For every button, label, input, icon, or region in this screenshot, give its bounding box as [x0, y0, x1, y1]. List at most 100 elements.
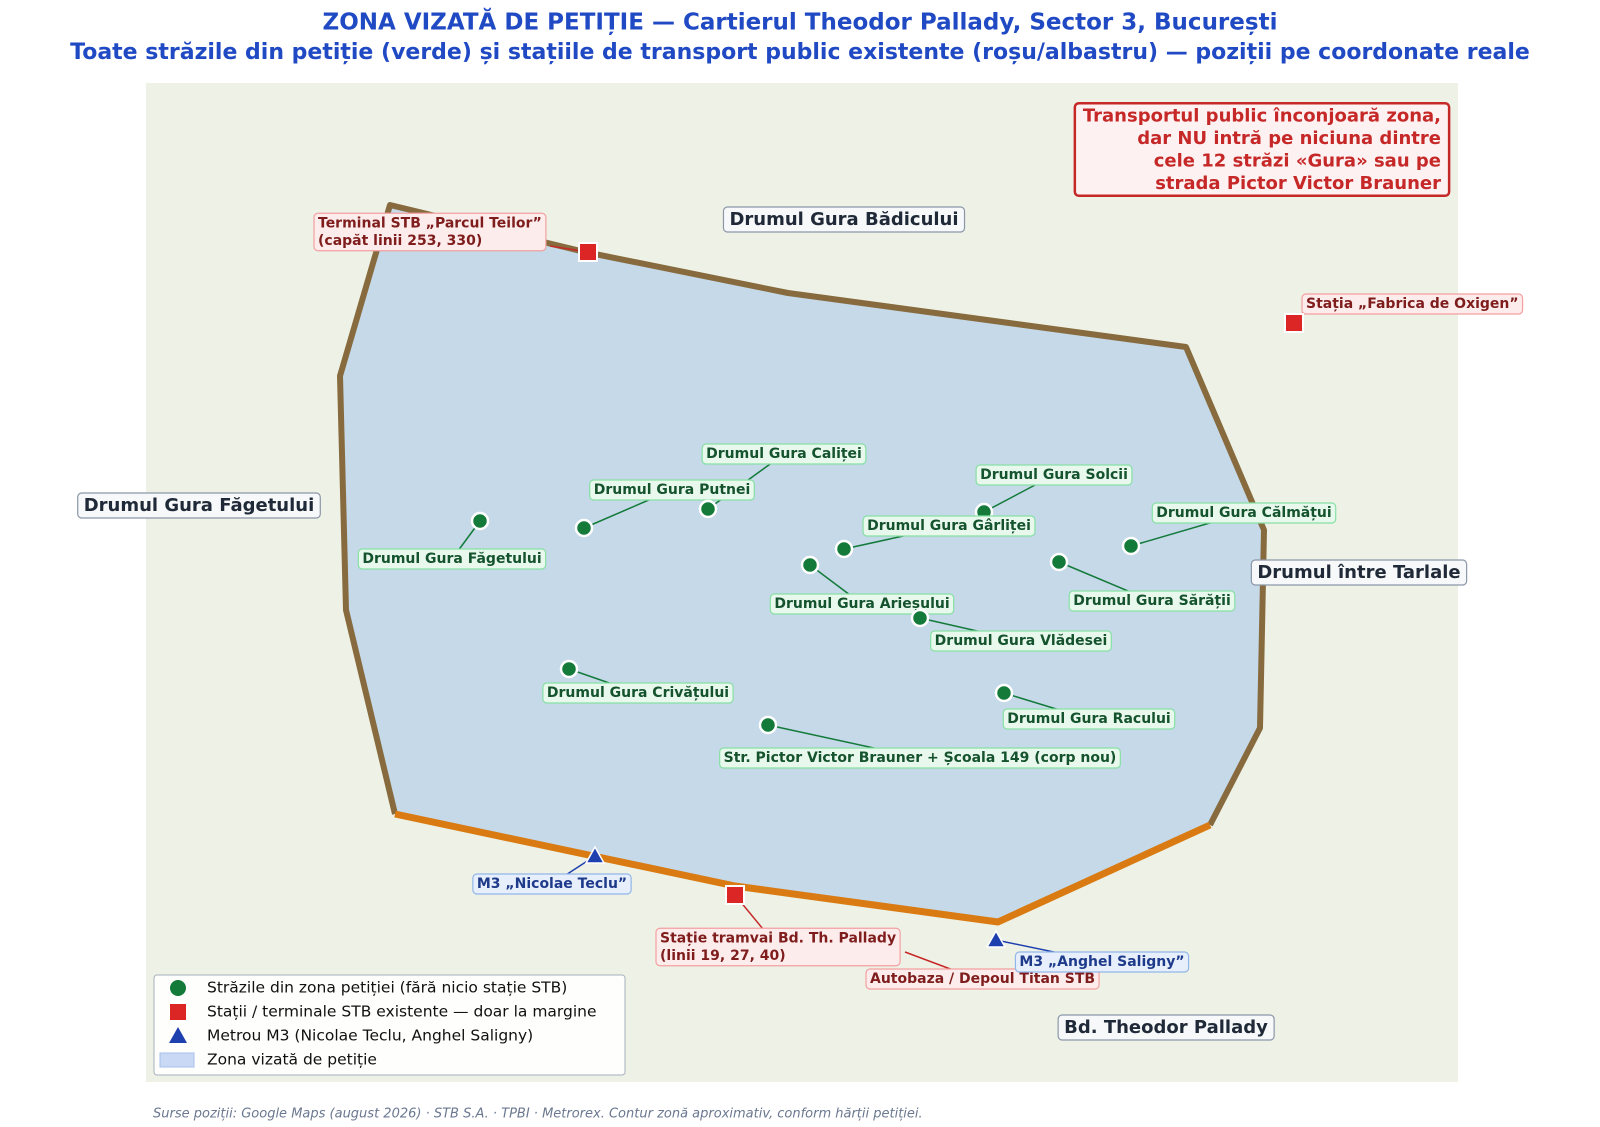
street-label: Drumul Gura Sărății	[1073, 593, 1231, 609]
legend: Străzile din zona petiției (fără nicio s…	[153, 974, 626, 1076]
street-label-group: Drumul Gura Solcii	[975, 464, 1133, 486]
station-label: (linii 19, 27, 40)	[660, 948, 786, 964]
street-marker	[758, 715, 778, 735]
street-label-group: Drumul Gura Arieșului	[769, 593, 955, 615]
pallady-border	[394, 810, 1212, 926]
street-label: Drumul Gura Caliței	[706, 446, 862, 462]
street-marker	[994, 683, 1014, 703]
road-label: Drumul între Tarlale	[1257, 562, 1460, 583]
road-label: Drumul Gura Făgetului	[84, 495, 315, 516]
street-label: Drumul Gura Racului	[1007, 711, 1170, 727]
station-label: Stația „Fabrica de Oxigen”	[1306, 296, 1519, 312]
callout-text-group: Transportul public înconjoară zona,dar N…	[1073, 102, 1451, 197]
station-label: Autobaza / Depoul Titan STB	[870, 971, 1095, 987]
station-label-box	[1301, 293, 1524, 315]
metro-marker	[985, 929, 1007, 948]
street-label: Str. Pictor Victor Brauner + Școala 149 …	[724, 750, 1117, 766]
road-label-group: Drumul între Tarlale	[1250, 559, 1468, 586]
stb-station-marker	[1284, 313, 1304, 333]
station-label-box	[865, 968, 1100, 990]
road-label-group: Drumul Gura Bădicului	[722, 206, 966, 233]
street-label: Drumul Gura Gârliței	[867, 518, 1031, 534]
road-label: Drumul Gura Bădicului	[729, 209, 958, 230]
callout-text: Transportul public înconjoară zona,	[1083, 105, 1441, 126]
road-label: Bd. Theodor Pallady	[1064, 1017, 1268, 1038]
station-label-group: Autobaza / Depoul Titan STB	[865, 968, 1100, 990]
road-label-box	[1250, 559, 1468, 586]
legend-box	[153, 974, 626, 1076]
street-marker	[800, 555, 820, 575]
street-marker	[559, 659, 579, 679]
street-label-box	[1002, 708, 1176, 730]
station-label-group: Terminal STB „Parcul Teilor” (capăt linii…	[313, 212, 547, 252]
road-label-group: Drumul Gura Făgetului	[77, 492, 321, 519]
street-label-box	[719, 747, 1121, 769]
street-marker	[910, 608, 930, 628]
legend-symbol	[170, 1004, 186, 1020]
street-label: Drumul Gura Făgetului	[362, 551, 541, 567]
street-label: Drumul Gura Arieșului	[774, 596, 949, 612]
street-marker	[698, 499, 718, 519]
street-label: Drumul Gura Călmățui	[1156, 505, 1331, 521]
metro-label: M3 „Nicolae Teclu”	[477, 876, 627, 892]
stb-station-marker	[578, 242, 598, 262]
street-label-group: Drumul Gura Crivățului	[542, 682, 734, 704]
road-label-box	[722, 206, 966, 233]
metro-label-box	[1014, 951, 1190, 973]
street-label-box	[589, 479, 755, 501]
street-label-group: Str. Pictor Victor Brauner + Școala 149 …	[719, 747, 1121, 769]
stb-station-marker	[725, 885, 745, 905]
street-label-box	[357, 548, 547, 570]
street-label-group: Drumul Gura Făgetului	[357, 548, 547, 570]
road-label-box	[77, 492, 321, 519]
metro-label-group: M3 „Anghel Saligny”	[1014, 951, 1190, 973]
metro-label: M3 „Anghel Saligny”	[1019, 954, 1184, 970]
zone-border	[337, 202, 1267, 827]
street-label-box	[862, 515, 1036, 537]
street-label-box	[769, 593, 955, 615]
metro-marker	[584, 845, 606, 864]
street-label-group: Drumul Gura Călmățui	[1151, 502, 1337, 524]
street-marker	[1121, 536, 1141, 556]
station-label-group: Stație tramvai Bd. Th. Pallady (linii 19,…	[655, 927, 901, 967]
street-label: Drumul Gura Putnei	[594, 482, 751, 498]
street-label-group: Drumul Gura Racului	[1002, 708, 1176, 730]
leader-line	[904, 951, 954, 971]
legend-symbol	[159, 1052, 195, 1068]
station-label-group: Stația „Fabrica de Oxigen”	[1301, 293, 1524, 315]
street-label-group: Drumul Gura Vlădesei	[930, 630, 1112, 652]
station-label: Stație tramvai Bd. Th. Pallady	[660, 930, 896, 946]
title: ZONA VIZATĂ DE PETIȚIE — Cartierul Theod…	[323, 8, 1278, 36]
metro-label-group: M3 „Nicolae Teclu”	[472, 873, 632, 895]
street-label-box	[542, 682, 734, 704]
street-marker	[470, 511, 490, 531]
callout-text: dar NU intră pe niciuna dintre	[1137, 128, 1441, 149]
metro-label-box	[472, 873, 632, 895]
street-marker	[1049, 552, 1069, 572]
station-label: Terminal STB „Parcul Teilor”	[318, 215, 542, 231]
street-label-group: Drumul Gura Putnei	[589, 479, 755, 501]
street-label-box	[1151, 502, 1337, 524]
street-label-box	[975, 464, 1133, 486]
source-note: Surse poziții: Google Maps (august 2026)…	[153, 1107, 923, 1122]
map-layer: Drumul Gura Făgetului Drumul Gura Putnei D…	[77, 102, 1524, 1076]
street-label-box	[1068, 590, 1236, 612]
subtitle: Toate străzile din petiție (verde) și st…	[70, 40, 1530, 65]
street-label-box	[930, 630, 1112, 652]
station-label: (capăt linii 253, 330)	[318, 233, 482, 249]
street-label-group: Drumul Gura Sărății	[1068, 590, 1236, 612]
legend-label: Metrou M3 (Nicolae Teclu, Anghel Saligny…	[207, 1027, 533, 1045]
station-label-box	[313, 212, 547, 252]
street-label-group: Drumul Gura Gârliței	[862, 515, 1036, 537]
callout-text: strada Pictor Victor Brauner	[1155, 173, 1441, 194]
legend-label: Străzile din zona petiției (fără nicio s…	[207, 979, 567, 997]
legend-symbol	[169, 1027, 187, 1043]
callout-text: cele 12 străzi «Gura» sau pe	[1154, 150, 1441, 171]
road-label-box	[1057, 1014, 1275, 1041]
legend-symbol	[170, 980, 186, 996]
road-label-group: Bd. Theodor Pallady	[1057, 1014, 1275, 1041]
street-label: Drumul Gura Crivățului	[547, 685, 729, 701]
street-label: Drumul Gura Solcii	[980, 467, 1128, 483]
station-label-box	[655, 927, 901, 967]
